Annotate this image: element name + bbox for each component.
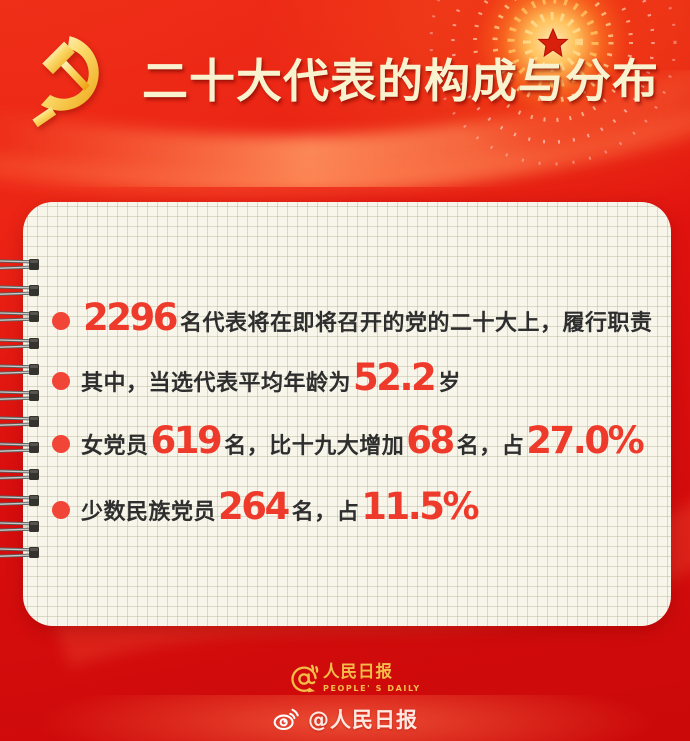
weibo-handle: @人民日报	[308, 708, 418, 732]
party-emblem-icon	[32, 36, 99, 128]
peoples-daily-cn-label: 人民日报	[323, 662, 393, 681]
page-title: 二十大代表的构成与分布	[142, 54, 659, 108]
notebook-card	[23, 202, 671, 626]
peoples-daily-en-label: PEOPLE' S DAILY	[323, 683, 421, 693]
peoples-daily-logo: 人民日报 PEOPLE' S DAILY	[288, 662, 421, 695]
footer-band	[0, 695, 690, 741]
weibo-icon	[273, 708, 299, 730]
star-icon	[537, 27, 569, 58]
at-icon	[291, 664, 319, 693]
sunburst-decoration	[423, 0, 683, 172]
weibo-bar: @人民日报	[0, 704, 690, 734]
